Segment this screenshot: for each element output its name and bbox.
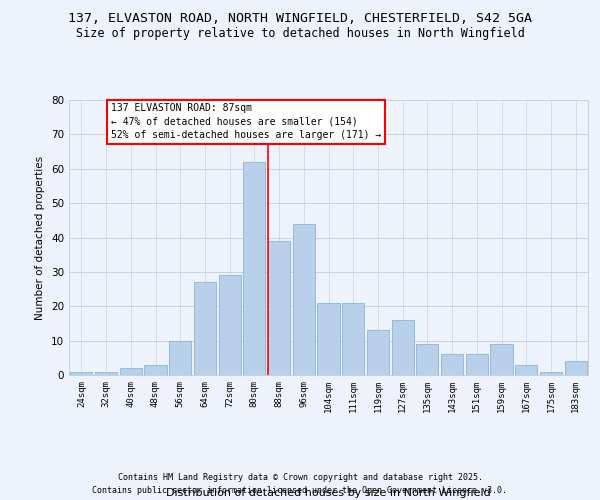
Text: Contains HM Land Registry data © Crown copyright and database right 2025.: Contains HM Land Registry data © Crown c… — [118, 472, 482, 482]
Bar — [466, 354, 488, 375]
Bar — [367, 330, 389, 375]
Y-axis label: Number of detached properties: Number of detached properties — [35, 156, 46, 320]
Bar — [194, 282, 216, 375]
Bar — [95, 372, 117, 375]
Bar — [342, 303, 364, 375]
X-axis label: Distribution of detached houses by size in North Wingfield: Distribution of detached houses by size … — [166, 488, 491, 498]
Bar — [392, 320, 414, 375]
Bar — [317, 303, 340, 375]
Bar — [70, 372, 92, 375]
Bar — [416, 344, 439, 375]
Bar — [540, 372, 562, 375]
Bar — [441, 354, 463, 375]
Bar — [515, 364, 538, 375]
Text: 137, ELVASTON ROAD, NORTH WINGFIELD, CHESTERFIELD, S42 5GA: 137, ELVASTON ROAD, NORTH WINGFIELD, CHE… — [68, 12, 532, 26]
Text: 137 ELVASTON ROAD: 87sqm
← 47% of detached houses are smaller (154)
52% of semi-: 137 ELVASTON ROAD: 87sqm ← 47% of detach… — [111, 104, 381, 140]
Bar — [268, 241, 290, 375]
Bar — [565, 361, 587, 375]
Bar — [490, 344, 512, 375]
Bar — [218, 276, 241, 375]
Text: Size of property relative to detached houses in North Wingfield: Size of property relative to detached ho… — [76, 28, 524, 40]
Bar — [293, 224, 315, 375]
Bar — [169, 340, 191, 375]
Bar — [243, 162, 265, 375]
Text: Contains public sector information licensed under the Open Government Licence v3: Contains public sector information licen… — [92, 486, 508, 495]
Bar — [119, 368, 142, 375]
Bar — [145, 364, 167, 375]
